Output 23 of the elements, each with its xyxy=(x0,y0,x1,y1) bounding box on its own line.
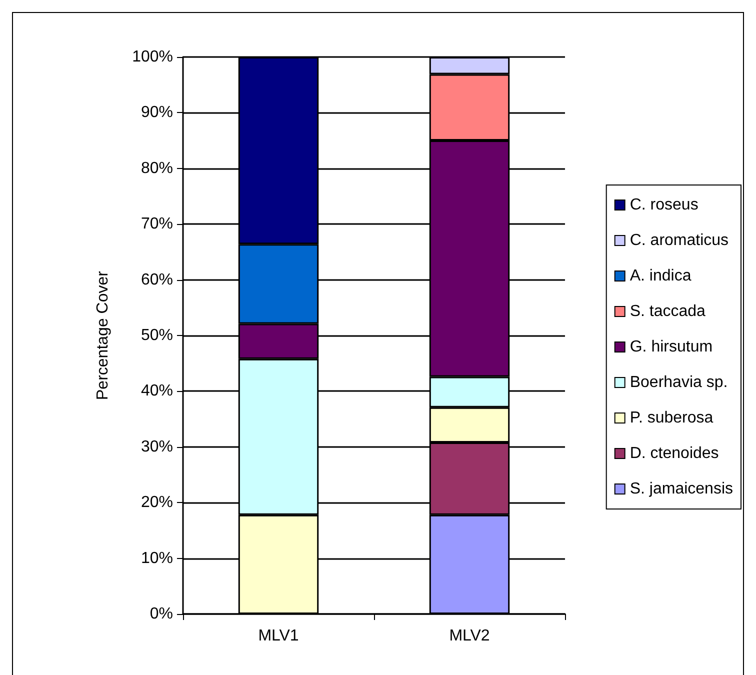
legend-label: D. ctenoides xyxy=(630,445,719,462)
y-tick-label: 50% xyxy=(140,327,173,344)
y-tick-label: 40% xyxy=(140,382,173,400)
legend-label: Boerhavia sp. xyxy=(630,374,728,391)
y-tick-label: 20% xyxy=(140,494,173,512)
legend-label: P. suberosa xyxy=(630,410,714,426)
y-tick-label: 0% xyxy=(150,606,173,622)
legend-label: S. taccada xyxy=(630,303,706,320)
legend-label: G. hirsutum xyxy=(630,338,713,356)
y-tick-label: 10% xyxy=(140,550,173,567)
legend-label: C. roseus xyxy=(630,196,698,214)
legend-label: C. aromaticus xyxy=(630,232,729,249)
y-tick-label: 30% xyxy=(140,438,173,456)
y-axis-title: Percentage Cover xyxy=(94,270,112,400)
x-tick-label: MLV1 xyxy=(258,628,299,644)
x-tick-label: MLV2 xyxy=(449,628,490,644)
y-tick-label: 90% xyxy=(140,104,173,122)
legend-label: S. jamaicensis xyxy=(630,480,734,498)
y-tick-label: 70% xyxy=(140,216,173,233)
y-tick-label: 80% xyxy=(140,160,173,177)
legend-label: A. indica xyxy=(630,268,692,284)
y-tick-label: 100% xyxy=(132,48,173,66)
y-tick-label: 60% xyxy=(140,271,173,288)
